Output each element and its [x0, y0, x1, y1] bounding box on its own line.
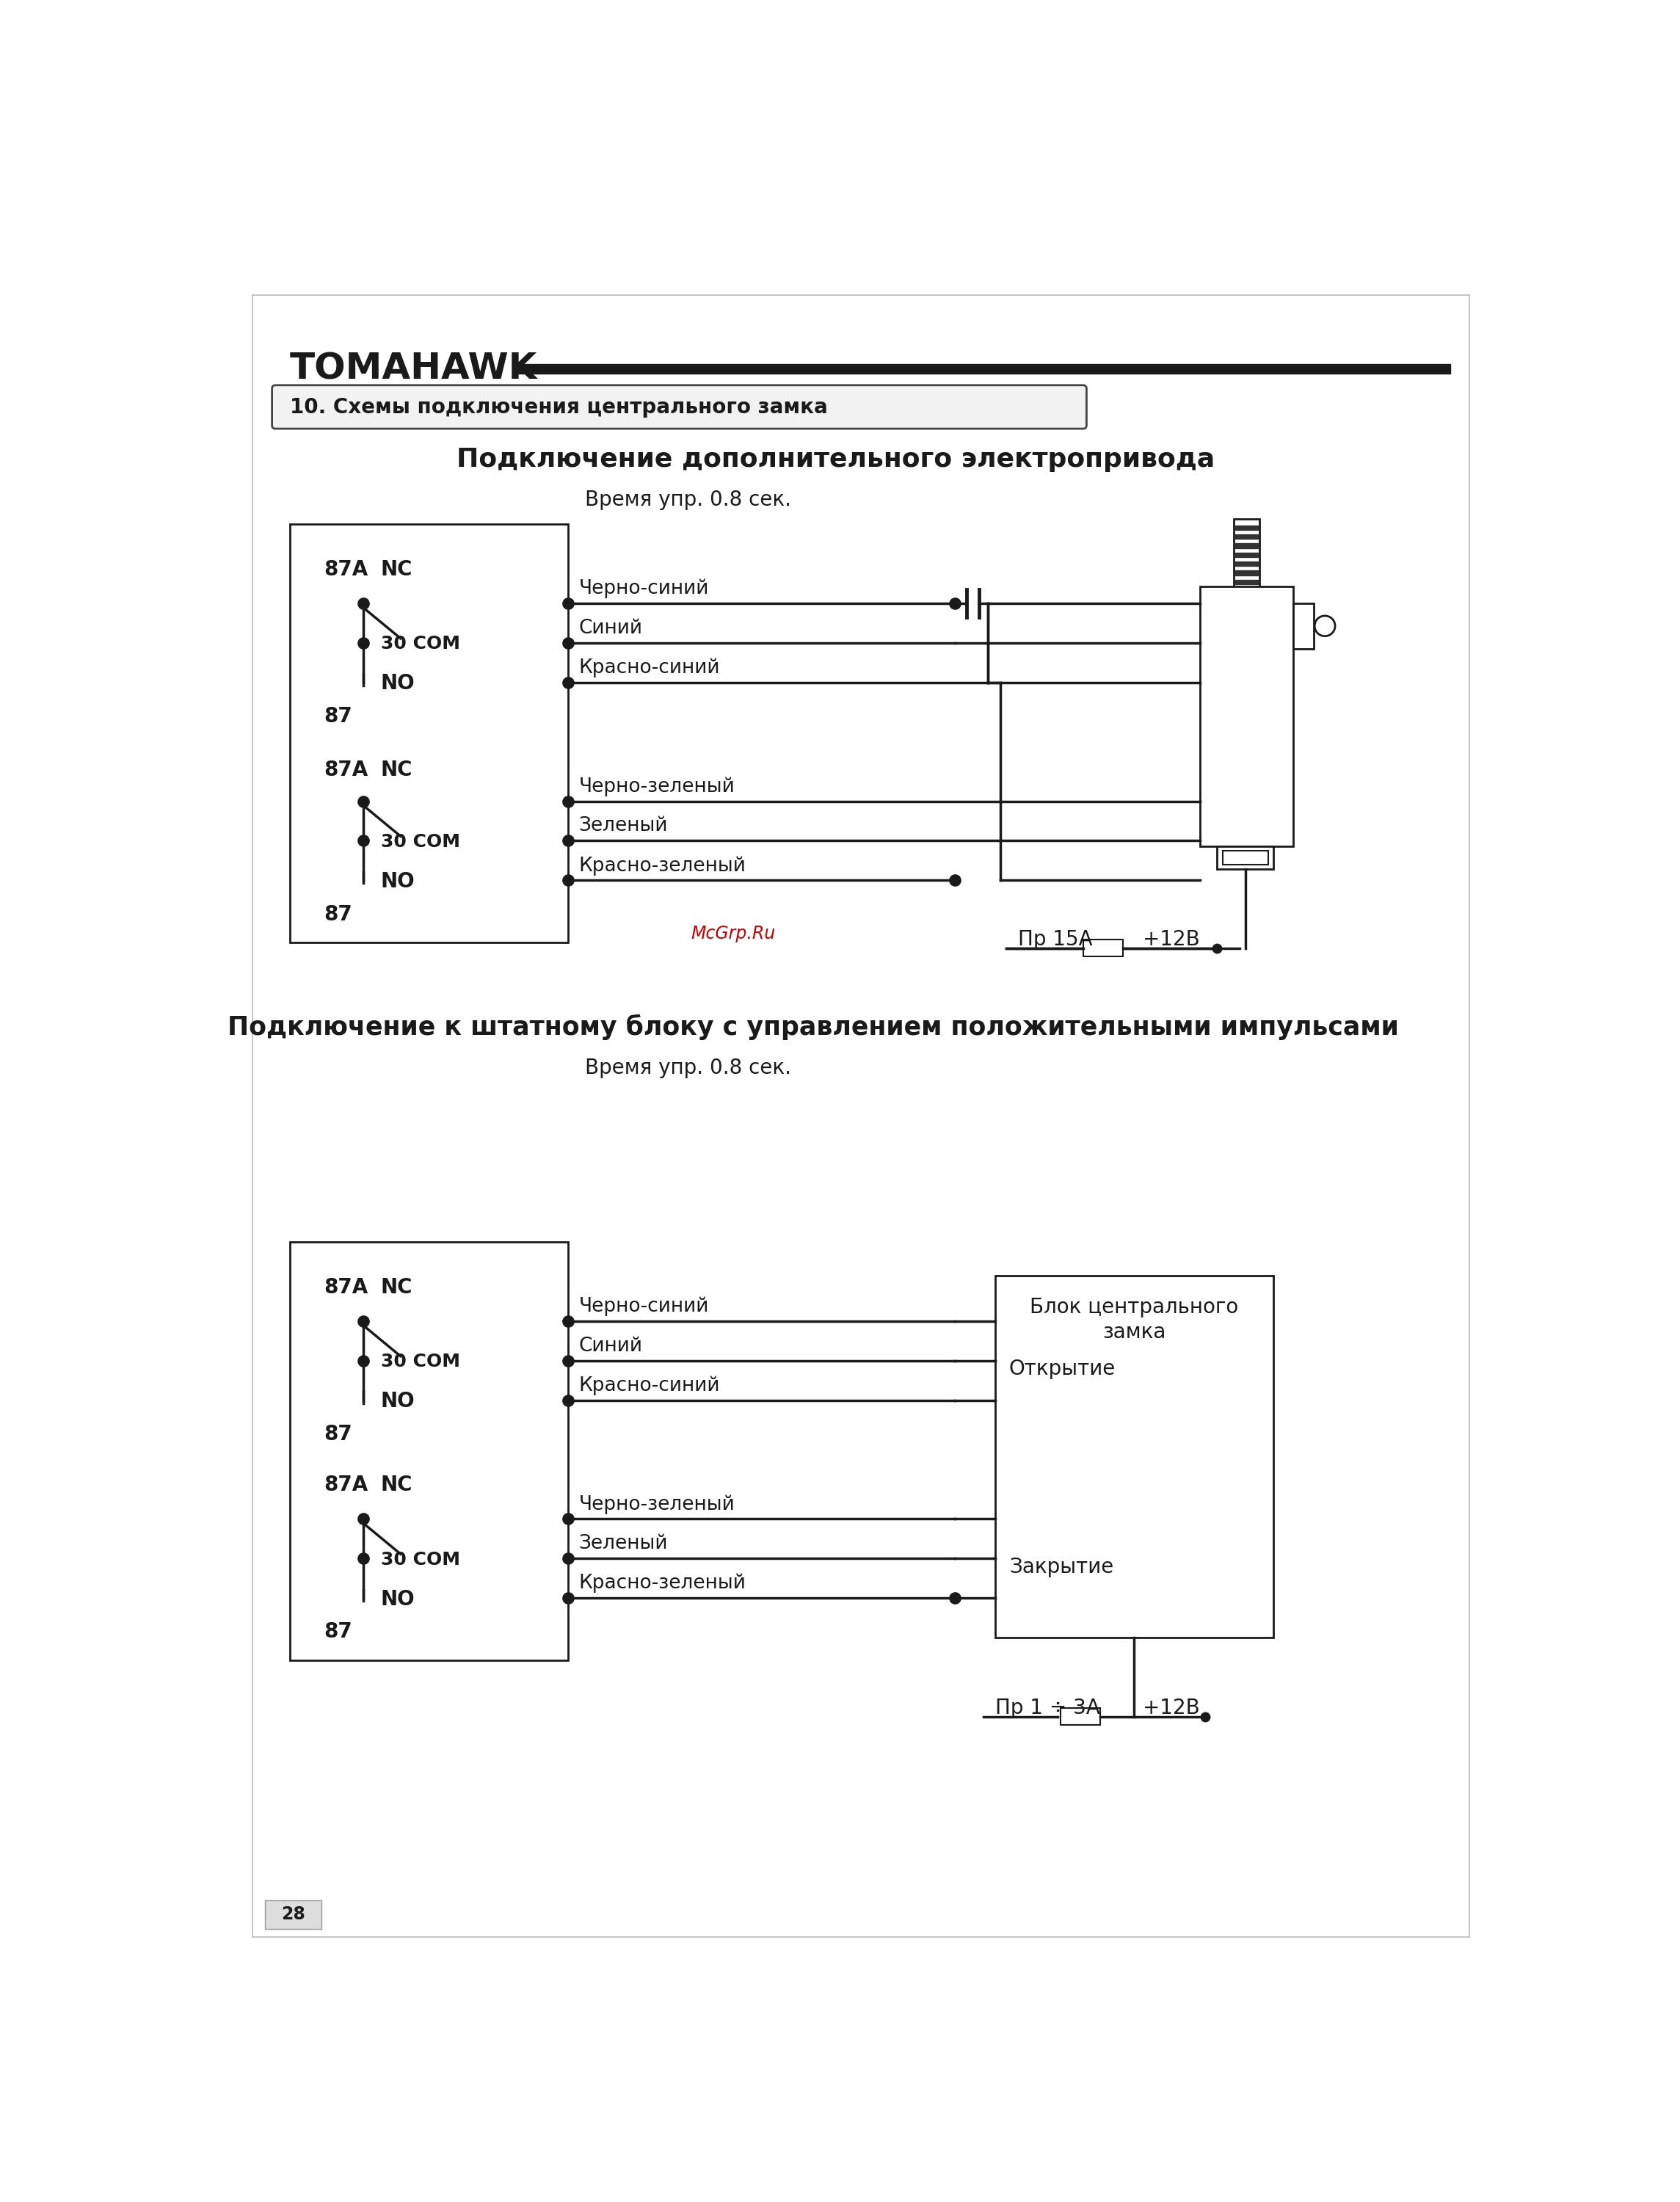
- Text: 87: 87: [324, 1621, 353, 1643]
- Text: Пр 1 ÷ 3А: Пр 1 ÷ 3А: [995, 1698, 1100, 1718]
- Bar: [995, 1275, 1273, 1638]
- Bar: [1235, 544, 1258, 548]
- Text: Красно-синий: Красно-синий: [578, 1376, 719, 1396]
- Text: Закрытие: Закрытие: [1010, 1557, 1114, 1577]
- Text: 30 COM: 30 COM: [381, 832, 460, 850]
- Text: 87A: 87A: [324, 760, 368, 780]
- Bar: [1223, 850, 1268, 865]
- Bar: [1294, 603, 1314, 650]
- Bar: [1235, 562, 1258, 566]
- Text: Подключение дополнительного электропривода: Подключение дополнительного электроприво…: [457, 447, 1215, 471]
- Text: Зеленый: Зеленый: [578, 817, 667, 835]
- Text: NO: NO: [381, 1392, 415, 1411]
- Text: McGrp.Ru: McGrp.Ru: [690, 925, 776, 942]
- Bar: [1235, 570, 1258, 575]
- Text: 87A: 87A: [324, 1475, 368, 1495]
- Text: Пр 15А: Пр 15А: [1018, 929, 1092, 949]
- Bar: [517, 363, 1450, 374]
- Text: Черно-зеленый: Черно-зеленый: [578, 1495, 734, 1515]
- Text: замка: замка: [1102, 1321, 1166, 1343]
- Bar: [289, 524, 568, 942]
- Bar: [1235, 526, 1258, 531]
- Text: Черно-синий: Черно-синий: [578, 1297, 709, 1317]
- Text: NO: NO: [381, 674, 415, 694]
- Text: NO: NO: [381, 872, 415, 892]
- Text: 87: 87: [324, 903, 353, 925]
- Text: Открытие: Открытие: [1010, 1359, 1116, 1378]
- Text: NC: NC: [381, 1475, 413, 1495]
- Text: 87A: 87A: [324, 1277, 368, 1297]
- Text: 87: 87: [324, 707, 353, 727]
- Text: 87: 87: [324, 1425, 353, 1445]
- Text: Блок центрального: Блок центрального: [1030, 1297, 1238, 1317]
- Text: 30 COM: 30 COM: [381, 634, 460, 652]
- Text: Красно-зеленый: Красно-зеленый: [578, 1574, 746, 1592]
- Bar: [1235, 553, 1258, 557]
- Text: 30 COM: 30 COM: [381, 1550, 460, 1568]
- Bar: [289, 1242, 568, 1660]
- Text: 28: 28: [281, 1905, 306, 1922]
- Text: Подключение к штатному блоку с управлением положительными импульсами: Подключение к штатному блоку с управлени…: [227, 1015, 1398, 1039]
- Text: Красно-синий: Красно-синий: [578, 658, 719, 678]
- Text: 10. Схемы подключения центрального замка: 10. Схемы подключения центрального замка: [289, 396, 828, 418]
- Bar: [1060, 1709, 1100, 1724]
- Text: Синий: Синий: [578, 619, 642, 639]
- Bar: [1235, 535, 1258, 539]
- Bar: [1200, 586, 1294, 846]
- Bar: [1216, 846, 1273, 870]
- Text: NC: NC: [381, 760, 413, 780]
- Text: TOMAHAWK: TOMAHAWK: [289, 350, 538, 385]
- Text: Черно-синий: Черно-синий: [578, 579, 709, 599]
- Bar: [1233, 520, 1260, 592]
- Text: NC: NC: [381, 1277, 413, 1297]
- Bar: [1235, 579, 1258, 584]
- Bar: [265, 1900, 321, 1929]
- Text: NO: NO: [381, 1590, 415, 1610]
- Text: Время упр. 0.8 сек.: Время упр. 0.8 сек.: [585, 489, 791, 511]
- Text: Время упр. 0.8 сек.: Время упр. 0.8 сек.: [585, 1057, 791, 1079]
- Text: Черно-зеленый: Черно-зеленый: [578, 777, 734, 797]
- Text: Зеленый: Зеленый: [578, 1535, 667, 1552]
- Text: 87A: 87A: [324, 559, 368, 579]
- FancyBboxPatch shape: [272, 385, 1087, 429]
- Circle shape: [1315, 617, 1336, 636]
- Bar: [1084, 940, 1122, 956]
- Text: +12В: +12В: [1142, 929, 1200, 949]
- Text: 30 COM: 30 COM: [381, 1352, 460, 1370]
- Text: Красно-зеленый: Красно-зеленый: [578, 857, 746, 876]
- Text: NC: NC: [381, 559, 413, 579]
- Text: +12В: +12В: [1142, 1698, 1200, 1718]
- Text: Синий: Синий: [578, 1337, 642, 1356]
